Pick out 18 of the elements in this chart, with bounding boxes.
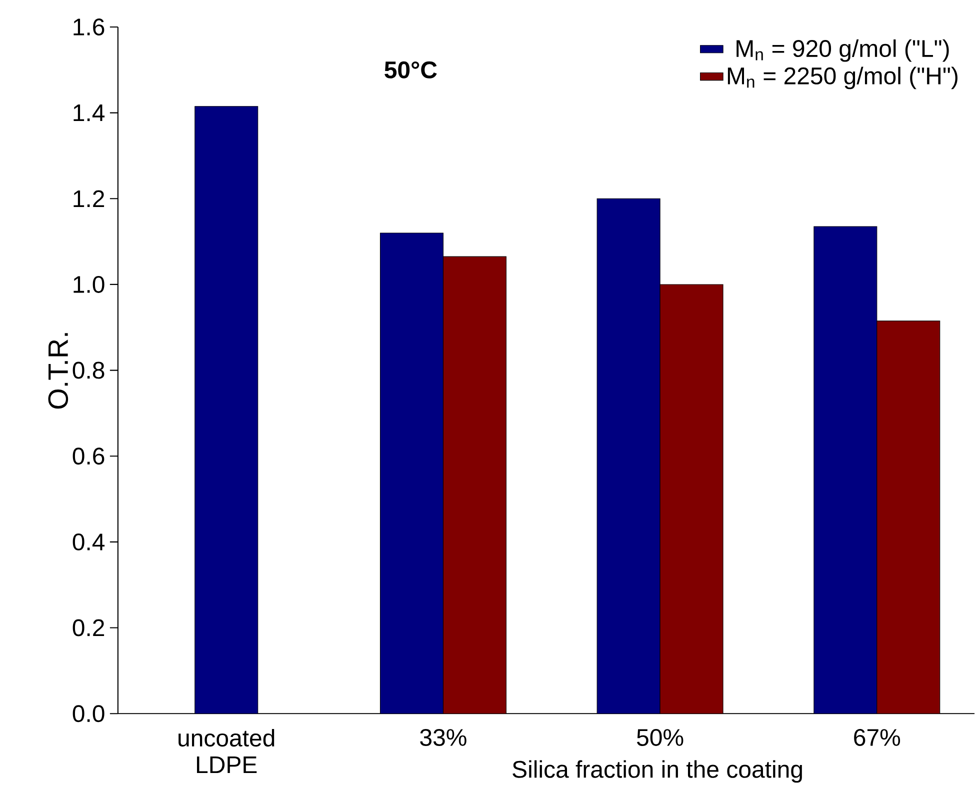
legend-label: M$_{n}$ = 2250 g/mol ("H") [728, 67, 958, 90]
x-tick-label: 33% [420, 729, 466, 746]
y-tick-label: 0.0 [72, 705, 104, 722]
y-tick-label: 0.4 [72, 534, 105, 551]
annotation: 50°C [384, 62, 437, 79]
y-tick-label: 1.4 [74, 104, 105, 122]
x-axis-title: Silica fraction in the coating [512, 760, 802, 783]
x-tick-label: 67% [854, 729, 900, 746]
y-tick-label: 0.8 [72, 362, 104, 379]
y-tick-label: 1.2 [74, 190, 104, 208]
y-axis-title: O.T.R. [48, 333, 68, 409]
legend-label: M$_{n}$ = 920 g/mol ("L") [736, 40, 949, 62]
x-tick-label: 50% [637, 729, 684, 746]
x-tick-label: uncoated LDPE [178, 729, 274, 774]
y-tick-label: 1.0 [74, 276, 104, 294]
y-tick-label: 0.6 [72, 448, 104, 465]
y-tick-label: 1.6 [74, 18, 104, 36]
y-tick-label: 0.2 [72, 619, 104, 636]
